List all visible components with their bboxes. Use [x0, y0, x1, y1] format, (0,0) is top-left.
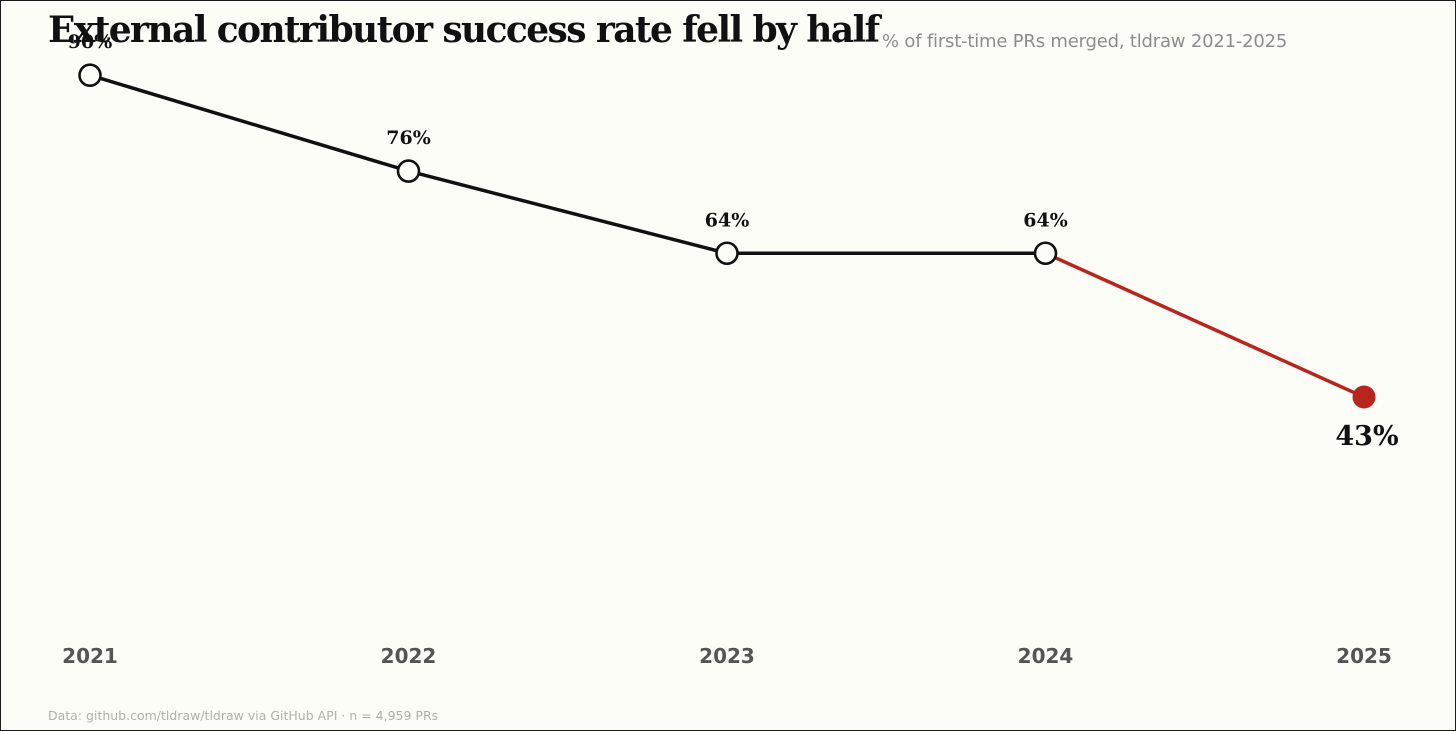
line-segment-2021-2022: [88, 73, 411, 173]
x-tick-label-2021: 2021: [62, 644, 118, 668]
x-tick-label-2023: 2023: [699, 644, 755, 668]
data-label-2025: 43%: [1335, 421, 1398, 452]
data-label-2024: 64%: [1023, 209, 1068, 231]
x-tick-label-2024: 2024: [1018, 644, 1074, 668]
data-label-2022: 76%: [386, 127, 431, 149]
chart-subtitle: % of first-time PRs merged, tldraw 2021-…: [882, 31, 1288, 52]
x-axis-ticks: 2021 2022 2023 2024 2025: [62, 644, 1392, 668]
data-point-2022: [396, 159, 421, 183]
data-label-2021: 90%: [68, 31, 113, 53]
line-segment-2024-2025: [1043, 251, 1366, 399]
series-lines: [88, 73, 1366, 399]
data-point-2025: [1352, 385, 1376, 409]
x-tick-label-2022: 2022: [381, 644, 437, 668]
source-note: Data: github.com/tldraw/tldraw via GitHu…: [48, 708, 439, 723]
data-label-2023: 64%: [705, 209, 750, 231]
series-points: [78, 63, 1376, 409]
chart-title: External contributor success rate fell b…: [48, 9, 880, 51]
data-point-2024: [1033, 241, 1058, 266]
data-point-2023: [715, 241, 739, 266]
x-tick-label-2025: 2025: [1336, 644, 1392, 668]
data-labels: 90% 76% 64% 64% 43%: [68, 31, 1399, 452]
line-segment-2022-2023: [406, 169, 729, 256]
data-point-2021: [78, 63, 102, 88]
